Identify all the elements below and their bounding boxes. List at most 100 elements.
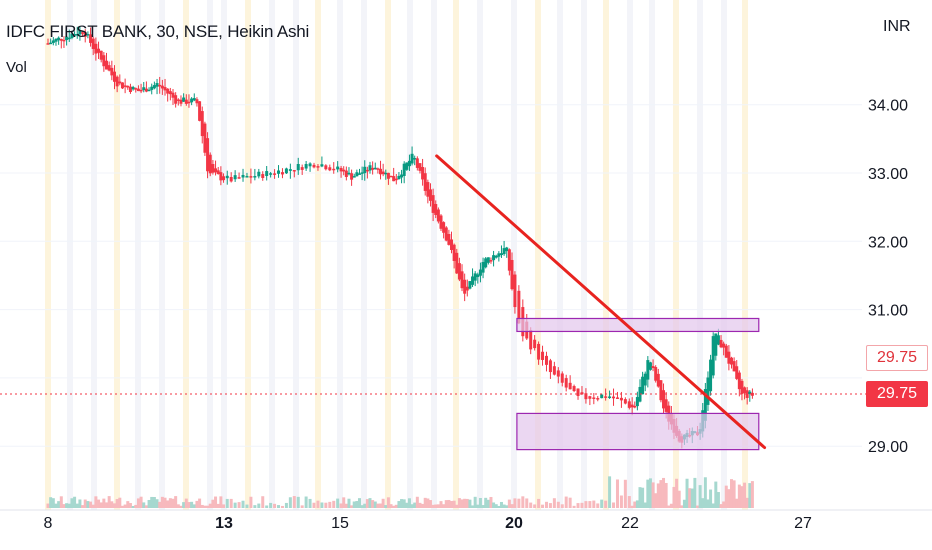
volume-bar xyxy=(568,497,572,508)
candle-body xyxy=(94,43,98,54)
candle-body xyxy=(179,99,183,104)
volume-bar xyxy=(544,501,548,508)
candle-body xyxy=(405,162,409,170)
volume-bar xyxy=(604,500,608,508)
volume-bar xyxy=(471,505,475,508)
candle-body xyxy=(709,359,713,392)
volume-bar xyxy=(75,503,79,508)
candle-body xyxy=(91,38,95,49)
volume-bar xyxy=(548,503,552,508)
volume-bar xyxy=(99,502,103,508)
volume-bar xyxy=(612,502,616,508)
price-axis[interactable]: 34.00 33.00 32.00 31.00 29.00 xyxy=(868,98,908,457)
candle-body xyxy=(174,95,178,104)
volume-bar xyxy=(131,505,135,508)
volume-bar xyxy=(600,499,604,508)
volume-bar xyxy=(521,496,525,508)
candle-body xyxy=(107,65,111,71)
candle-body xyxy=(664,399,668,412)
candle-body xyxy=(386,172,390,179)
volume-bar xyxy=(152,497,156,508)
volume-bar xyxy=(187,502,191,508)
symbol-legend[interactable]: IDFC FIRST BANK, 30, NSE, Heikin Ashi xyxy=(6,22,309,42)
candle-body xyxy=(436,209,440,222)
session-band xyxy=(293,0,299,510)
candle-body xyxy=(457,263,461,280)
candle-body xyxy=(376,168,380,170)
volume-bar xyxy=(237,502,241,508)
support-resistance-zones xyxy=(516,317,760,451)
candle-body xyxy=(743,387,747,394)
volume-bar xyxy=(724,485,728,508)
volume-bar xyxy=(572,505,576,508)
candle-body xyxy=(612,396,616,399)
price-zone xyxy=(516,412,760,451)
volume-bar xyxy=(54,503,58,508)
session-band xyxy=(315,0,321,510)
volume-bar xyxy=(481,505,485,508)
candle-body xyxy=(166,88,170,94)
candle-body xyxy=(89,34,93,43)
candle-body xyxy=(219,172,223,181)
volume-bar xyxy=(619,495,623,508)
candle-body xyxy=(363,166,367,174)
candle-body xyxy=(654,367,658,381)
session-band xyxy=(697,0,703,510)
candle-body xyxy=(67,37,71,40)
volume-bar xyxy=(73,496,77,508)
volume-bar xyxy=(163,497,167,508)
candle-body xyxy=(486,257,490,263)
volume-bar xyxy=(664,482,668,508)
volume-legend[interactable]: Vol xyxy=(6,59,27,76)
candle-body xyxy=(615,397,619,399)
time-axis[interactable]: 8 13 15 20 22 27 xyxy=(44,515,812,532)
candle-body xyxy=(158,84,162,87)
candle-body xyxy=(57,37,61,41)
volume-bar xyxy=(253,505,257,508)
volume-bar xyxy=(463,498,467,508)
price-zone xyxy=(516,317,760,333)
time-tick-label: 20 xyxy=(505,515,523,532)
volume-bar xyxy=(176,504,180,508)
volume-bar xyxy=(394,504,398,508)
candle-body xyxy=(729,357,733,365)
volume-bar xyxy=(737,484,741,508)
candle-body xyxy=(703,389,707,421)
candle-body xyxy=(651,366,655,369)
volume-bar xyxy=(415,496,419,508)
volume-bar xyxy=(216,503,220,508)
volume-bar xyxy=(633,501,637,508)
candle-body xyxy=(402,163,406,176)
volume-bar xyxy=(190,501,194,508)
candle-body xyxy=(608,396,612,398)
volume-bar xyxy=(442,504,446,508)
candle-body xyxy=(155,83,159,87)
volume-bar xyxy=(656,483,660,508)
volume-bar xyxy=(206,505,210,508)
volume-bar xyxy=(499,501,503,508)
candle-body xyxy=(623,399,627,404)
volume-bar xyxy=(564,496,568,508)
candle-body xyxy=(241,174,245,178)
candle-body xyxy=(576,388,580,396)
candle-body xyxy=(269,173,273,175)
volume-bar xyxy=(144,505,148,508)
candle-body xyxy=(187,101,191,104)
volume-bar xyxy=(701,498,705,508)
volume-bar xyxy=(407,498,411,508)
session-band xyxy=(511,0,517,510)
candle-body xyxy=(513,274,517,308)
session-band xyxy=(673,0,679,510)
candle-body xyxy=(83,32,87,37)
candle-body xyxy=(465,286,469,291)
trendline[interactable] xyxy=(435,154,767,450)
candle-body xyxy=(537,343,541,360)
candle-body xyxy=(229,176,233,182)
candle-body xyxy=(719,339,723,348)
candlesticks xyxy=(46,26,754,449)
volume-bar xyxy=(371,500,375,508)
candle-body xyxy=(131,86,135,90)
volume-bar xyxy=(392,505,396,508)
candle-body xyxy=(46,43,50,45)
